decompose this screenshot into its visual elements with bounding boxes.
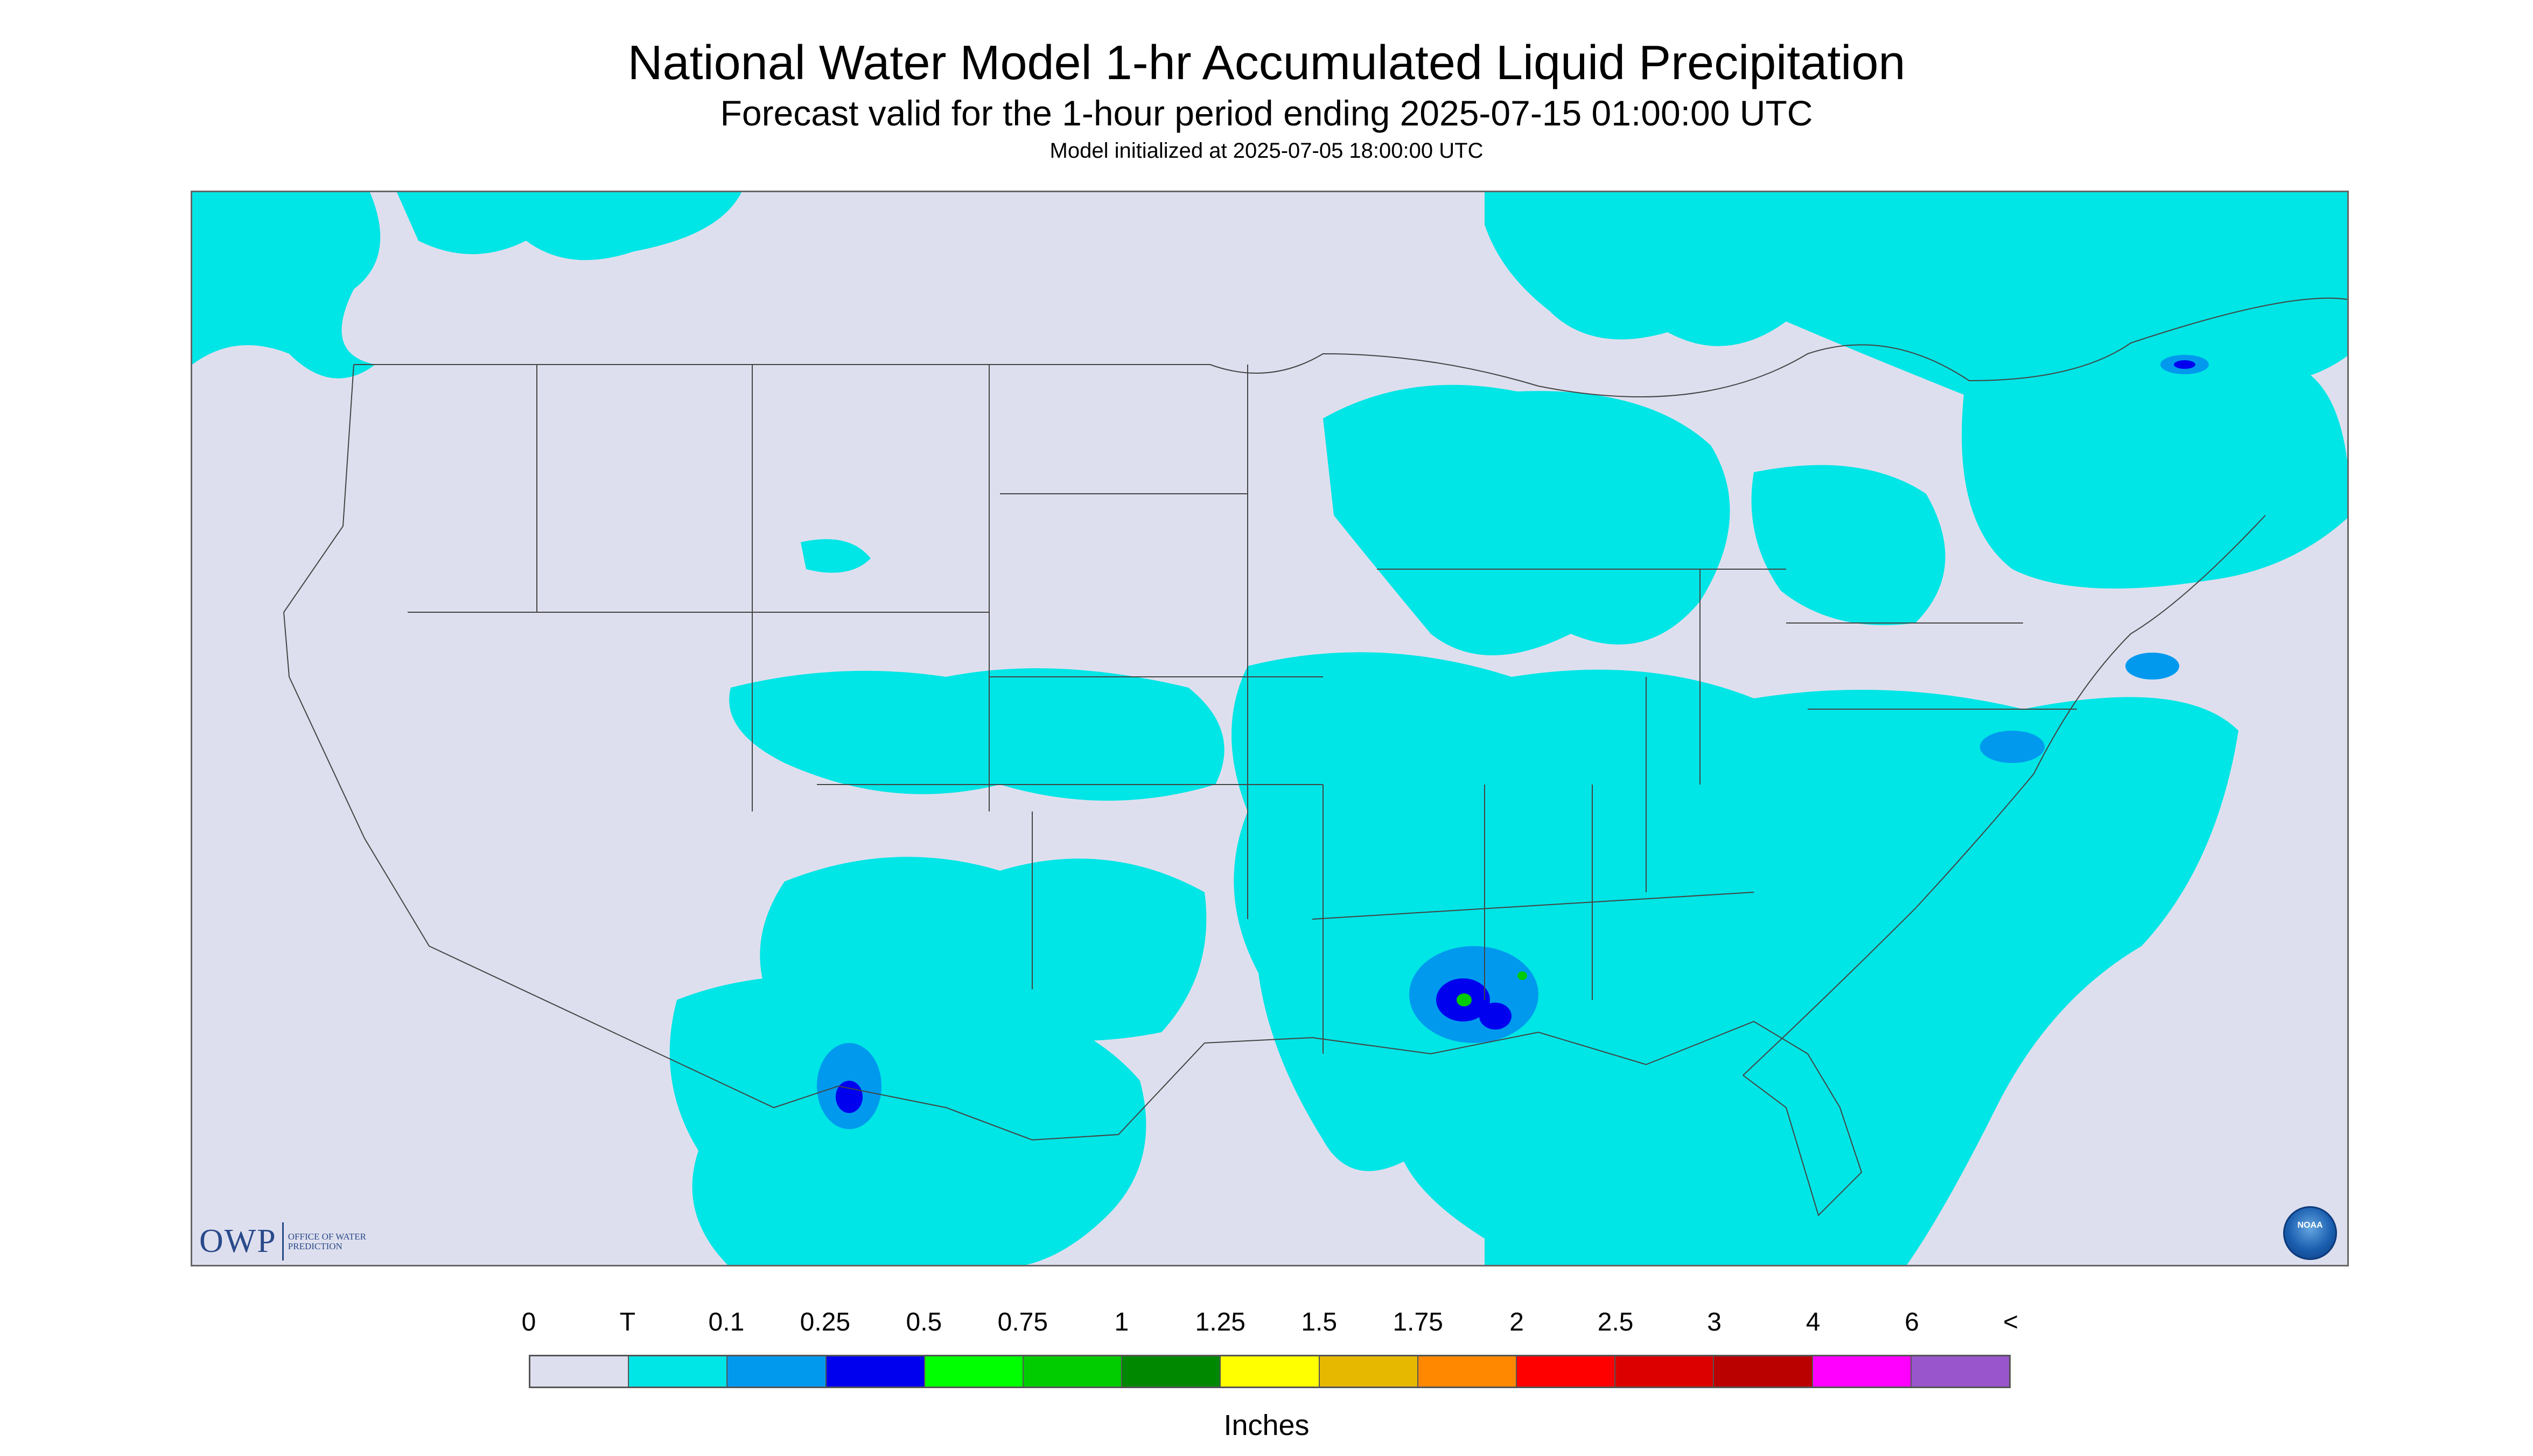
noaa-logo: NOAA	[2283, 1206, 2337, 1260]
legend-tick-label: 0	[521, 1308, 536, 1336]
precip-color-legend	[529, 1355, 2011, 1388]
heavy-precip-areas	[1457, 971, 1527, 1006]
legend-swatch	[1911, 1356, 2010, 1387]
legend-tick-label: 0.25	[800, 1308, 851, 1336]
legend-tick-label: 6	[1905, 1308, 1919, 1336]
legend-tick-label: T	[619, 1308, 636, 1336]
owp-logo-subtext: OFFICE OF WATER PREDICTION	[288, 1231, 366, 1251]
legend-swatch	[1024, 1356, 1123, 1387]
noaa-logo-text: NOAA	[2297, 1221, 2323, 1230]
legend-tick-label: 1.75	[1393, 1308, 1443, 1336]
domain-outside-left	[192, 569, 471, 1265]
legend-tick-label: 1.5	[1301, 1308, 1338, 1336]
legend-tick-label: 0.75	[997, 1308, 1048, 1336]
domain-outside-right	[1998, 509, 2347, 1265]
legend-swatch	[1122, 1356, 1221, 1387]
map-title: National Water Model 1-hr Accumulated Li…	[627, 36, 1906, 90]
legend-swatch	[826, 1356, 925, 1387]
legend-swatch	[727, 1356, 827, 1387]
legend-tick-labels: 0 T 0.1 0.25 0.5 0.75 1 1.25 1.5 1.75 2 2.5 3 4 6 <	[522, 1307, 2018, 1340]
political-boundaries	[283, 297, 2347, 1216]
legend-tick-label: 3	[1707, 1308, 1722, 1336]
forecast-valid-subtitle: Forecast valid for the 1-hour period end…	[720, 93, 1813, 133]
legend-swatch	[530, 1356, 629, 1387]
legend-swatch	[1813, 1356, 1912, 1387]
legend-tick-label: <	[2003, 1308, 2019, 1336]
legend-swatch	[1221, 1356, 1320, 1387]
model-init-label: Model initialized at 2025-07-05 18:00:00…	[1049, 139, 1484, 163]
map-canvas	[192, 192, 2347, 1265]
legend-swatch	[629, 1356, 728, 1387]
legend-swatch	[1517, 1356, 1616, 1387]
legend-swatch	[925, 1356, 1024, 1387]
legend-tick-label: 1.25	[1195, 1308, 1245, 1336]
owp-logo: OWP OFFICE OF WATER PREDICTION	[199, 1222, 369, 1261]
legend-swatch	[1714, 1356, 1813, 1387]
legend-tick-label: 2.5	[1597, 1308, 1634, 1336]
legend-tick-label: 1	[1114, 1308, 1129, 1336]
legend-swatch	[1418, 1356, 1517, 1387]
legend-tick-label: 2	[1509, 1308, 1524, 1336]
legend-tick-label: 0.1	[708, 1308, 745, 1336]
legend-swatch	[1615, 1356, 1715, 1387]
precipitation-map	[191, 191, 2349, 1266]
legend-tick-label: 4	[1806, 1308, 1821, 1336]
trace-precip-areas	[192, 192, 2347, 1265]
legend-swatch	[1319, 1356, 1418, 1387]
owp-logo-text: OWP	[199, 1222, 284, 1261]
legend-tick-label: 0.5	[906, 1308, 942, 1336]
legend-units-label: Inches	[1223, 1409, 1310, 1441]
